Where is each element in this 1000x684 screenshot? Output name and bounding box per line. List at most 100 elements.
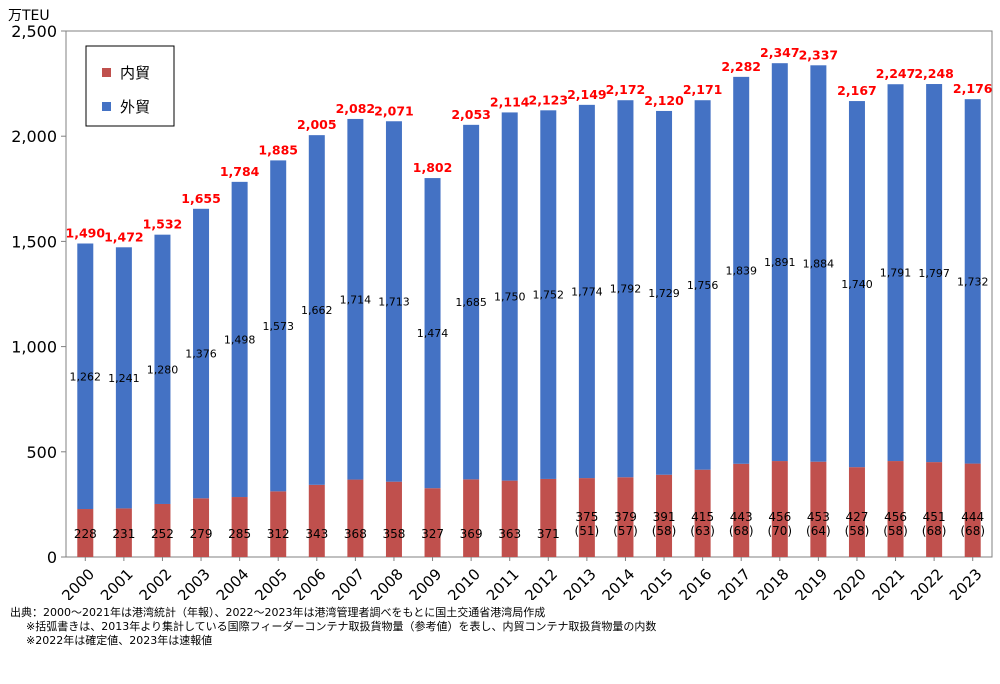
total-label: 2,248 [914, 66, 954, 81]
x-tick-label: 2013 [560, 565, 600, 600]
footnote-preliminary: ※2022年は確定値、2023年は速報値 [26, 634, 213, 647]
total-label: 2,120 [644, 93, 684, 108]
bar-domestic [926, 462, 943, 557]
bar-foreign [193, 208, 210, 499]
domestic-value-label: 363 [498, 527, 521, 541]
total-label: 2,149 [567, 87, 607, 102]
domestic-value-label: 343 [305, 527, 328, 541]
domestic-value-label: 375 [575, 510, 598, 524]
bar-domestic [656, 474, 673, 557]
domestic-value-label: 228 [74, 527, 97, 541]
bar-domestic [501, 480, 518, 557]
foreign-value-label: 1,376 [185, 348, 217, 361]
domestic-value-label: 252 [151, 527, 174, 541]
y-tick-label: 1,500 [11, 232, 57, 251]
x-tick-label: 2000 [58, 565, 98, 600]
foreign-value-label: 1,714 [340, 293, 372, 306]
bar-domestic [154, 503, 171, 557]
domestic-value-label: 371 [537, 527, 560, 541]
x-tick-label: 2019 [791, 565, 831, 600]
total-label: 2,167 [837, 83, 877, 98]
total-label: 2,082 [336, 101, 376, 116]
total-label: 2,347 [760, 45, 800, 60]
feeder-value-label: (51) [575, 524, 600, 538]
x-tick-label: 2017 [714, 565, 754, 600]
domestic-value-label: 444 [961, 510, 984, 524]
foreign-value-label: 1,662 [301, 304, 333, 317]
stacked-bar-chart: 0 500 1,000 1,500 2,000 2,500 万TEU 1,490 1,262 22… [8, 8, 993, 605]
bar-domestic [694, 469, 711, 557]
x-tick-label: 2010 [444, 565, 484, 600]
bar-domestic [270, 491, 287, 557]
bar-foreign [964, 99, 981, 464]
foreign-value-label: 1,752 [533, 289, 565, 302]
x-tick-label: 2001 [97, 565, 137, 600]
bar-domestic [424, 488, 441, 557]
feeder-value-label: (58) [883, 524, 908, 538]
legend-label-domestic: 内貿 [120, 64, 150, 82]
bar-domestic [964, 463, 981, 557]
total-label: 2,282 [721, 59, 761, 74]
domestic-value-label: 369 [460, 527, 483, 541]
feeder-value-label: (68) [729, 524, 754, 538]
domestic-value-label: 453 [807, 510, 830, 524]
domestic-value-label: 312 [267, 527, 290, 541]
domestic-value-label: 456 [884, 510, 907, 524]
bar-domestic [463, 479, 480, 557]
x-tick-label: 2012 [521, 565, 561, 600]
y-tick-label: 1,000 [11, 338, 57, 357]
bar-domestic [193, 498, 210, 557]
total-label: 1,802 [413, 160, 453, 175]
bar-foreign [501, 112, 518, 481]
bar-domestic [578, 478, 595, 557]
foreign-value-label: 1,241 [108, 372, 140, 385]
total-label: 1,784 [220, 164, 260, 179]
y-tick-label: 2,500 [11, 22, 57, 41]
x-tick-label: 2006 [290, 565, 330, 600]
bar-foreign [810, 65, 827, 462]
x-tick-label: 2014 [599, 565, 639, 600]
bar-foreign [656, 110, 673, 475]
foreign-value-label: 1,797 [918, 267, 950, 280]
x-tick-label: 2023 [946, 565, 986, 600]
legend-swatch-foreign [102, 102, 111, 111]
total-label: 2,114 [490, 94, 530, 109]
bar-foreign [887, 84, 904, 462]
bar-foreign [771, 63, 788, 462]
domestic-value-label: 443 [730, 510, 753, 524]
bar-domestic [848, 467, 865, 557]
foreign-value-label: 1,732 [957, 275, 989, 288]
bar-domestic [887, 461, 904, 557]
domestic-value-label: 391 [653, 510, 676, 524]
bar-domestic [347, 479, 364, 557]
x-tick-label: 2016 [676, 565, 716, 600]
feeder-value-label: (68) [960, 524, 985, 538]
bar-foreign [733, 76, 750, 464]
bar-domestic [77, 509, 94, 557]
total-label: 2,123 [529, 92, 569, 107]
footnote-feeder: ※括弧書きは、2013年より集計している国際フィーダーコンテナ取扱貨物量（参考値… [26, 620, 657, 633]
foreign-value-label: 1,729 [648, 287, 680, 300]
foreign-value-label: 1,839 [725, 264, 757, 277]
feeder-value-label: (57) [613, 524, 638, 538]
domestic-value-label: 427 [846, 510, 869, 524]
y-unit-label: 万TEU [8, 8, 50, 24]
total-label: 2,172 [606, 82, 646, 97]
bar-foreign [617, 100, 634, 478]
plot-frame [65, 30, 993, 558]
x-tick-label: 2022 [907, 565, 947, 600]
bar-foreign [424, 178, 441, 489]
bar-domestic [540, 478, 557, 557]
bar-foreign [270, 160, 287, 492]
bar-domestic [231, 497, 248, 557]
feeder-value-label: (58) [845, 524, 870, 538]
x-tick-label: 2015 [637, 565, 677, 600]
total-label: 1,472 [104, 229, 144, 244]
foreign-value-label: 1,474 [417, 327, 449, 340]
x-tick-label: 2005 [251, 565, 291, 600]
bar-domestic [733, 463, 750, 557]
notes: 出典：2000～2021年は港湾統計（年報）、2022～2023年は港湾管理者調… [10, 606, 995, 648]
foreign-value-label: 1,262 [70, 370, 102, 383]
y-tick-label: 2,000 [11, 127, 57, 146]
